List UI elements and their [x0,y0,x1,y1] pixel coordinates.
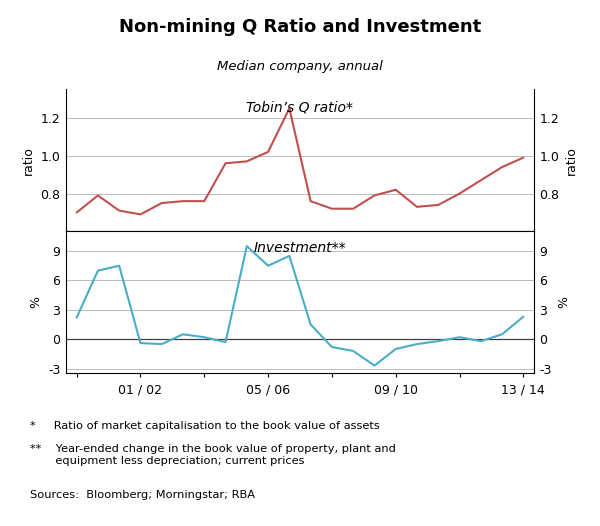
Text: *     Ratio of market capitalisation to the book value of assets: * Ratio of market capitalisation to the … [30,421,380,431]
Y-axis label: ratio: ratio [22,146,35,175]
Text: Investment**: Investment** [254,241,346,256]
Text: Median company, annual: Median company, annual [217,60,383,74]
Text: Sources:  Bloomberg; Morningstar; RBA: Sources: Bloomberg; Morningstar; RBA [30,490,255,500]
Y-axis label: ratio: ratio [565,146,578,175]
Text: Non-mining Q Ratio and Investment: Non-mining Q Ratio and Investment [119,18,481,36]
Text: **    Year-ended change in the book value of property, plant and
       equipmen: ** Year-ended change in the book value o… [30,444,396,466]
Y-axis label: %: % [29,297,43,308]
Text: Tobin’s Q ratio*: Tobin’s Q ratio* [247,101,353,115]
Y-axis label: %: % [557,297,571,308]
